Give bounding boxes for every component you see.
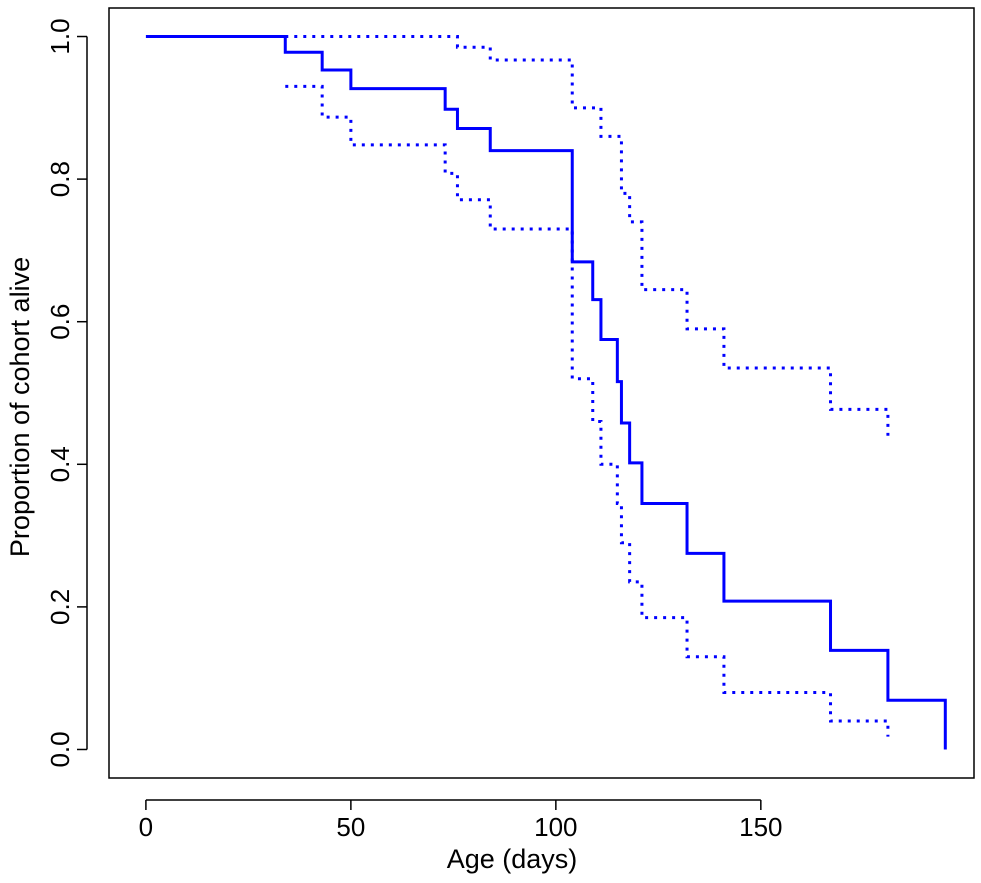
x-tick-label: 50: [336, 812, 365, 842]
x-tick-label: 0: [139, 812, 153, 842]
x-axis-title: Age (days): [447, 844, 578, 874]
y-tick-label: 1.0: [45, 18, 75, 54]
x-tick-label: 150: [739, 812, 782, 842]
confidence-band-1: [285, 35, 890, 436]
x-tick-label: 100: [534, 812, 577, 842]
survival-curve: [145, 35, 947, 750]
y-tick-label: 0.4: [45, 446, 75, 482]
confidence-band-2: [285, 84, 890, 737]
y-tick-label: 0.6: [45, 304, 75, 340]
y-axis-title: Proportion of cohort alive: [5, 257, 35, 557]
x-axis: 0 50 100 150: [139, 799, 783, 842]
y-tick-label: 0.0: [45, 731, 75, 767]
plot-frame: [108, 7, 975, 779]
y-tick-label: 0.2: [45, 589, 75, 625]
series-layer: [145, 35, 947, 750]
y-axis: 0.0 0.2 0.4 0.6 0.8 1.0: [45, 18, 88, 768]
y-tick-label: 0.8: [45, 161, 75, 197]
